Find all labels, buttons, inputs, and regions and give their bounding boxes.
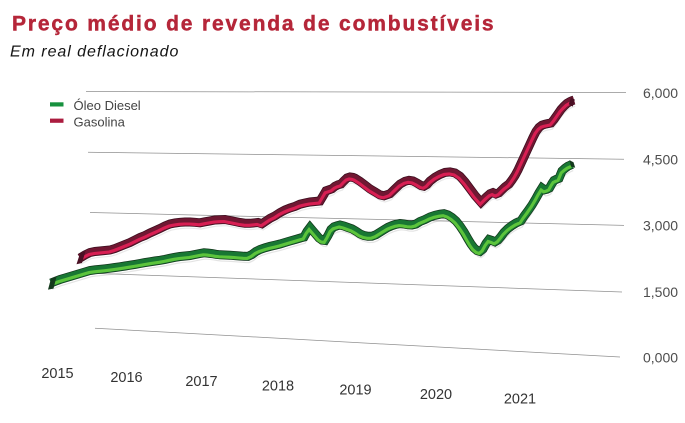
svg-text:6,000: 6,000 xyxy=(643,85,678,101)
svg-text:Em real deflacionado: Em real deflacionado xyxy=(10,44,179,61)
svg-text:2016: 2016 xyxy=(110,370,142,386)
svg-text:2021: 2021 xyxy=(504,391,536,407)
svg-text:2015: 2015 xyxy=(41,366,73,382)
svg-text:2017: 2017 xyxy=(185,374,217,390)
svg-text:Gasolina: Gasolina xyxy=(74,114,126,129)
svg-text:3,000: 3,000 xyxy=(643,218,678,234)
svg-text:Óleo Diesel: Óleo Diesel xyxy=(74,98,141,113)
svg-text:2020: 2020 xyxy=(420,387,452,403)
svg-text:2019: 2019 xyxy=(339,383,371,399)
svg-text:0,000: 0,000 xyxy=(643,350,678,366)
svg-text:4,500: 4,500 xyxy=(643,151,678,167)
svg-text:Preço médio de revenda de comb: Preço médio de revenda de combustíveis xyxy=(12,13,495,36)
svg-text:1,500: 1,500 xyxy=(643,284,678,300)
svg-text:2018: 2018 xyxy=(262,378,294,394)
